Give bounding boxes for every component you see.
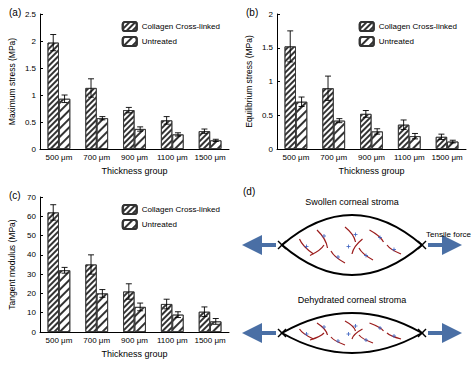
svg-text:700 μm: 700 μm: [320, 153, 347, 162]
svg-text:1.5: 1.5: [262, 43, 274, 52]
svg-text:0: 0: [269, 145, 274, 154]
svg-text:10: 10: [27, 308, 36, 317]
svg-text:700 μm: 700 μm: [83, 153, 110, 162]
svg-text:Tangent modulus (MPa): Tangent modulus (MPa): [7, 219, 17, 309]
svg-text:Untreated: Untreated: [142, 37, 177, 46]
svg-text:700 μm: 700 μm: [83, 336, 110, 345]
svg-text:900 μm: 900 μm: [121, 153, 148, 162]
svg-text:(b): (b): [246, 7, 258, 18]
svg-text:40: 40: [27, 250, 36, 259]
svg-text:1500 μm: 1500 μm: [194, 336, 226, 345]
svg-text:Tensile force: Tensile force: [426, 230, 471, 239]
svg-text:Untreated: Untreated: [379, 37, 414, 46]
svg-text:0: 0: [32, 328, 37, 337]
svg-text:50: 50: [27, 231, 36, 240]
svg-text:900 μm: 900 μm: [121, 336, 148, 345]
svg-text:2: 2: [269, 10, 274, 19]
svg-text:Equilibrium stress (MPa): Equilibrium stress (MPa): [244, 35, 254, 128]
svg-text:(a): (a): [9, 7, 21, 18]
svg-text:500 μm: 500 μm: [45, 336, 72, 345]
svg-text:Dehydrated corneal stroma: Dehydrated corneal stroma: [298, 295, 407, 305]
svg-text:Collagen Cross-linked: Collagen Cross-linked: [379, 22, 457, 31]
svg-text:Collagen Cross-linked: Collagen Cross-linked: [142, 205, 220, 214]
svg-text:30: 30: [27, 270, 36, 279]
svg-text:Thickness group: Thickness group: [101, 349, 167, 359]
svg-text:2: 2: [32, 37, 37, 46]
svg-text:Swollen corneal stroma: Swollen corneal stroma: [305, 197, 399, 207]
svg-text:2.5: 2.5: [25, 10, 37, 19]
svg-text:500 μm: 500 μm: [282, 153, 309, 162]
svg-text:1: 1: [32, 91, 37, 100]
svg-text:0: 0: [32, 145, 37, 154]
svg-text:(d): (d): [243, 186, 255, 197]
svg-text:1100 μm: 1100 μm: [394, 153, 425, 162]
svg-text:(c): (c): [9, 190, 21, 201]
svg-text:1100 μm: 1100 μm: [157, 153, 188, 162]
svg-text:900 μm: 900 μm: [358, 153, 385, 162]
svg-text:Thickness group: Thickness group: [101, 166, 167, 176]
svg-text:Maximum stress (MPa): Maximum stress (MPa): [7, 38, 17, 126]
svg-text:60: 60: [27, 212, 36, 221]
svg-text:1: 1: [269, 77, 274, 86]
svg-text:1500 μm: 1500 μm: [431, 153, 463, 162]
svg-text:20: 20: [27, 289, 36, 298]
svg-text:0.5: 0.5: [25, 118, 37, 127]
svg-text:500 μm: 500 μm: [45, 153, 72, 162]
svg-text:1500 μm: 1500 μm: [194, 153, 226, 162]
svg-text:Thickness group: Thickness group: [338, 166, 404, 176]
svg-text:Collagen Cross-linked: Collagen Cross-linked: [142, 22, 220, 31]
svg-text:0.5: 0.5: [262, 111, 274, 120]
svg-text:Untreated: Untreated: [142, 220, 177, 229]
svg-text:1.5: 1.5: [25, 64, 37, 73]
svg-text:1100 μm: 1100 μm: [157, 336, 188, 345]
svg-text:70: 70: [27, 193, 36, 202]
